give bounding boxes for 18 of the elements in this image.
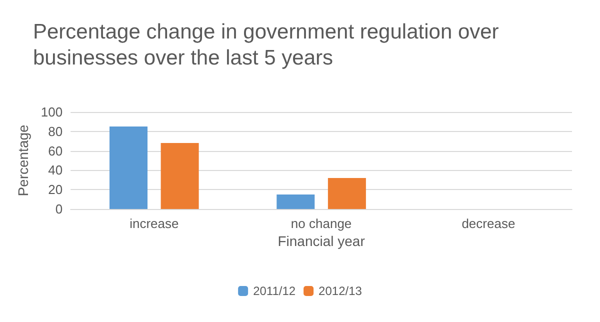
y-tick-label: 60 bbox=[48, 143, 63, 158]
x-tick-label: increase bbox=[130, 216, 179, 231]
legend-label: 2011/12 bbox=[253, 284, 296, 298]
bar bbox=[328, 178, 366, 209]
y-tick-label: 0 bbox=[55, 202, 63, 216]
bar bbox=[160, 143, 199, 209]
bar bbox=[276, 194, 315, 209]
y-tick-label: 20 bbox=[48, 182, 63, 198]
y-axis-title: Percentage bbox=[15, 124, 31, 196]
y-tick-label: 80 bbox=[48, 124, 63, 139]
x-axis-title: Financial year bbox=[278, 233, 366, 249]
y-tick-label: 40 bbox=[48, 162, 63, 178]
y-tick-label: 100 bbox=[40, 104, 63, 120]
x-tick-label: no change bbox=[290, 216, 352, 231]
x-tick-label: decrease bbox=[462, 216, 516, 231]
chart-title: Percentage change in government regulation over businesses over the last 5 years bbox=[33, 20, 505, 70]
legend-label: 2012/13 bbox=[318, 284, 362, 298]
bar bbox=[110, 126, 148, 209]
